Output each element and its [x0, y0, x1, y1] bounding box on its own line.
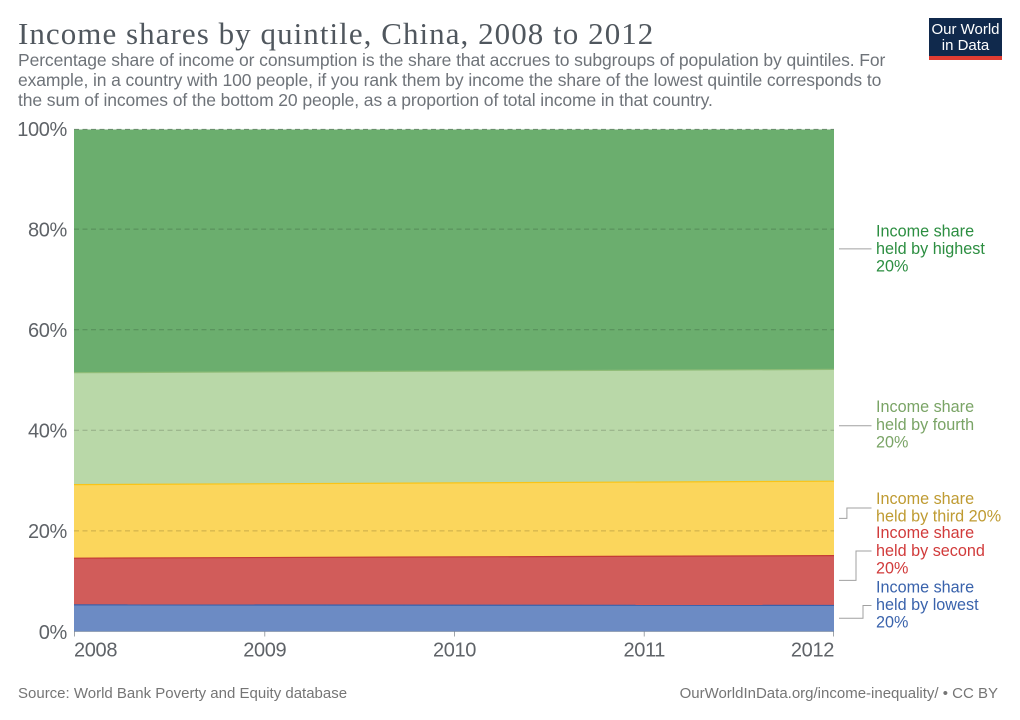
svg-text:2010: 2010 [433, 639, 476, 661]
svg-text:2008: 2008 [74, 639, 117, 661]
svg-text:40%: 40% [28, 421, 68, 443]
svg-text:20%: 20% [28, 521, 68, 543]
svg-text:2012: 2012 [791, 639, 834, 661]
svg-text:Income share: Income share [876, 222, 974, 240]
svg-text:held by second: held by second [876, 542, 985, 560]
svg-text:held by fourth: held by fourth [876, 416, 974, 434]
svg-text:20%: 20% [876, 614, 908, 632]
svg-text:60%: 60% [28, 320, 68, 342]
svg-text:Income share: Income share [876, 579, 974, 597]
svg-text:80%: 80% [28, 219, 68, 241]
svg-text:20%: 20% [876, 433, 908, 451]
svg-text:20%: 20% [876, 258, 908, 276]
svg-text:Income share: Income share [876, 524, 974, 542]
svg-text:Income share: Income share [876, 490, 974, 508]
svg-text:held by lowest: held by lowest [876, 596, 979, 614]
svg-text:held by third 20%: held by third 20% [876, 508, 1001, 526]
svg-text:20%: 20% [876, 559, 908, 577]
svg-text:100%: 100% [17, 119, 67, 141]
svg-text:held by highest: held by highest [876, 240, 985, 258]
svg-text:Income share: Income share [876, 398, 974, 416]
svg-text:0%: 0% [39, 622, 68, 644]
svg-text:2009: 2009 [243, 639, 286, 661]
svg-text:2011: 2011 [623, 639, 665, 661]
